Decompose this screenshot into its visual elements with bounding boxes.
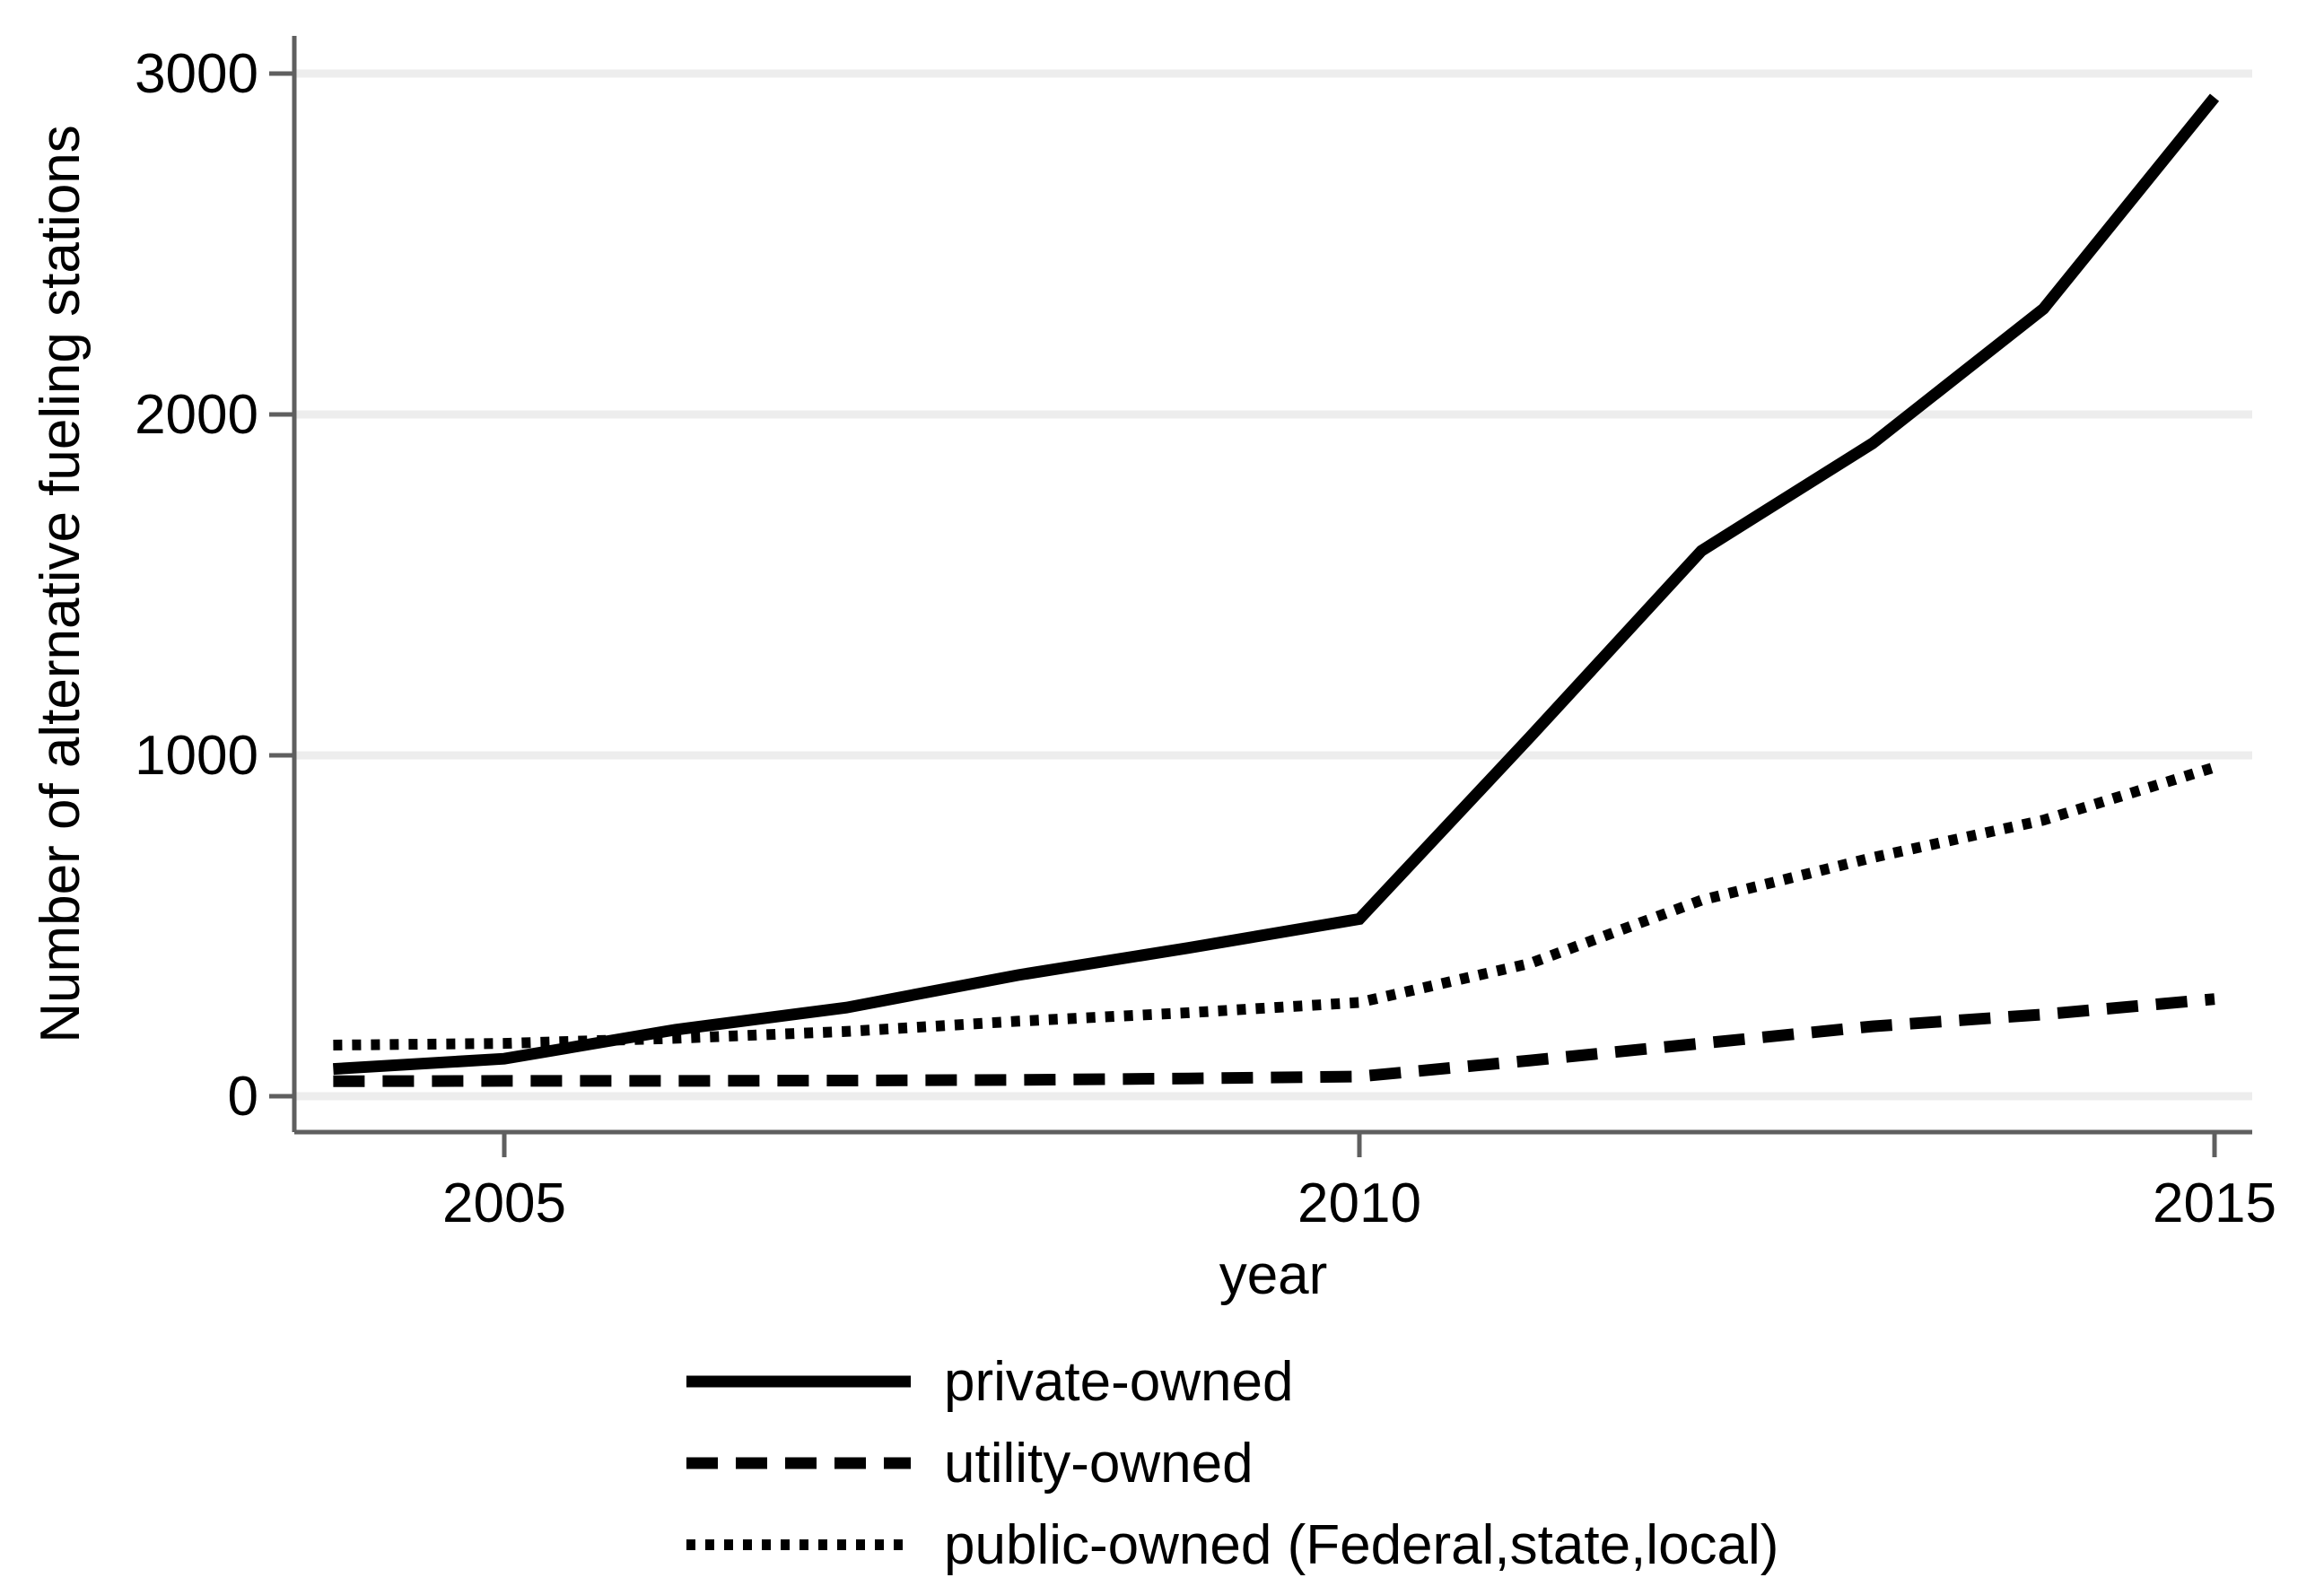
x-tick-group: 2005 2010 2015 [442,1132,2276,1234]
gridlines [294,69,2252,1101]
legend-item-solid: private-owned [686,1351,1293,1413]
y-axis: 0 1000 2000 3000 [135,36,297,1132]
legend-label-solid: private-owned [944,1351,1293,1413]
series-line-dashed [333,993,2215,1087]
x-tick-label-2010: 2010 [1297,1172,1421,1234]
legend-label-dotted: public-owned (Federal,state,local) [944,1514,1778,1576]
y-tick-group: 0 1000 2000 3000 [135,43,294,1128]
x-tick-label-2015: 2015 [2153,1172,2276,1234]
x-axis: 2005 2010 2015 [294,1129,2276,1234]
series-line-dotted [333,762,2216,1050]
legend: private-owned utility-owned public-owned (… [686,1351,1778,1576]
y-axis-title: Number of alternative fueling stations [30,125,92,1043]
legend-item-dotted: public-owned (Federal,state,local) [686,1514,1778,1576]
y-tick-label-3000: 3000 [135,43,258,105]
legend-item-dashed: utility-owned [686,1433,1254,1495]
legend-label-dashed: utility-owned [944,1433,1254,1495]
y-tick-label-1000: 1000 [135,725,258,787]
y-tick-label-2000: 2000 [135,384,258,446]
x-axis-title: year [1219,1244,1328,1306]
x-tick-label-2005: 2005 [442,1172,566,1234]
series-lines [333,93,2220,1087]
y-tick-label-0: 0 [228,1066,258,1128]
series-line-solid [333,93,2220,1076]
